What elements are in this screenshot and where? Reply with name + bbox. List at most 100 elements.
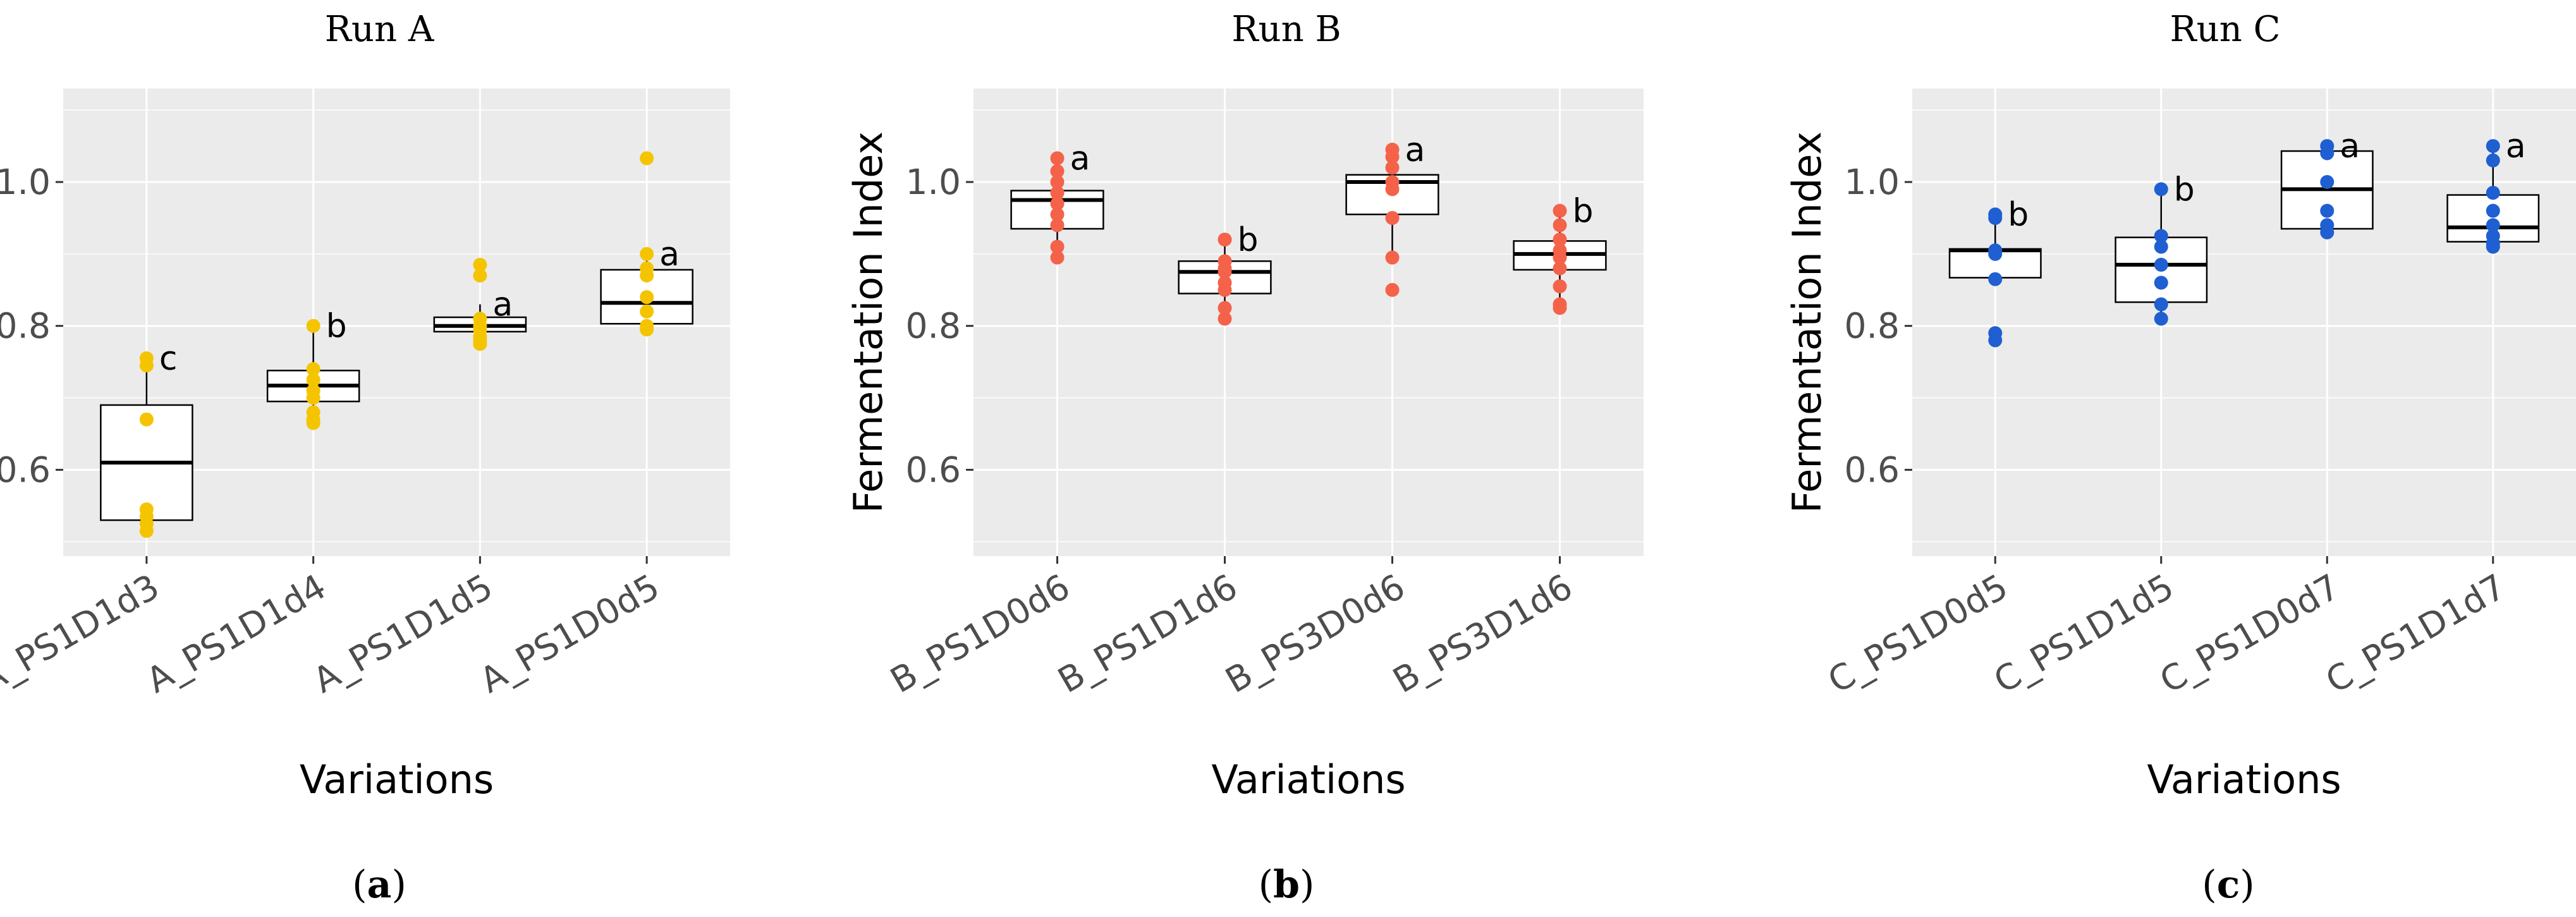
- significance-letter: a: [659, 236, 680, 274]
- x-tick-label: C_PS1D1d5: [1987, 566, 2180, 701]
- data-point: [2486, 218, 2500, 233]
- data-point: [2486, 240, 2500, 254]
- caption-paren-close: ): [2240, 863, 2254, 907]
- caption-paren-close: ): [391, 863, 406, 907]
- y-tick-label: 0.8: [906, 306, 961, 346]
- box-C_PS1D0d7: a: [2280, 128, 2374, 240]
- significance-letter: a: [1405, 131, 1425, 169]
- significance-letter: a: [2506, 128, 2526, 166]
- data-point: [1385, 182, 1400, 197]
- data-point: [1050, 207, 1065, 222]
- significance-letter: b: [326, 308, 347, 346]
- box-A_PS1D1d5: a: [433, 257, 527, 351]
- x-tick-label: A_PS1D1d5: [307, 566, 499, 701]
- data-point: [2154, 182, 2168, 197]
- data-point: [1385, 282, 1400, 297]
- data-point: [1050, 186, 1065, 200]
- data-point: [640, 322, 654, 337]
- data-point: [1385, 161, 1400, 175]
- data-point: [1050, 164, 1065, 178]
- data-point: [1050, 175, 1065, 189]
- x-axis-title: Variations: [1211, 756, 1405, 803]
- data-point: [473, 257, 487, 272]
- box-A_PS1D0d5: a: [600, 151, 693, 337]
- caption-paren-open: (: [1259, 863, 1273, 907]
- data-point: [2154, 312, 2168, 326]
- y-axis-title: Fermentation Index: [845, 131, 891, 513]
- y-tick-label: 0.6: [906, 449, 961, 490]
- data-point: [1218, 265, 1232, 279]
- data-point: [1218, 233, 1232, 247]
- data-point: [2320, 175, 2335, 189]
- data-point: [640, 151, 654, 166]
- data-point: [1988, 246, 2003, 261]
- data-point: [2486, 153, 2500, 167]
- significance-letter: b: [1238, 221, 1259, 259]
- data-point: [1553, 261, 1567, 276]
- significance-letter: b: [1573, 193, 1594, 231]
- data-point: [1218, 301, 1232, 315]
- chart-panel-c: Run C 0.6 0.8 1.0 Fermentation Index b b a a C_PS…: [1784, 9, 2576, 907]
- data-point: [2154, 276, 2168, 290]
- significance-letter: b: [2174, 171, 2195, 209]
- data-point: [1218, 282, 1232, 297]
- significance-letter: a: [2340, 128, 2360, 166]
- data-point: [640, 269, 654, 282]
- box-C_PS1D1d5: b: [2115, 171, 2208, 326]
- x-tick-label: B_PS1D1d6: [1051, 566, 1244, 701]
- x-tick-label: B_PS3D0d6: [1219, 566, 1412, 701]
- y-tick-label: 0.6: [1845, 449, 1900, 490]
- chart-title: Run C: [2170, 9, 2281, 50]
- x-tick-label: A_PS1D1d4: [140, 566, 333, 701]
- data-point: [1553, 250, 1567, 265]
- chart-title: Run B: [1231, 9, 1341, 50]
- data-point: [2486, 203, 2500, 218]
- data-point: [1553, 233, 1567, 247]
- data-point: [1385, 250, 1400, 265]
- data-point: [139, 412, 154, 427]
- chart-title: Run A: [325, 9, 434, 50]
- data-point: [1050, 218, 1065, 233]
- box-B_PS1D1d6: b: [1178, 221, 1272, 326]
- data-point: [306, 416, 320, 430]
- x-tick-label: C_PS1D0d5: [1821, 566, 2015, 701]
- data-point: [2154, 297, 2168, 312]
- data-point: [1385, 210, 1400, 225]
- x-axis-title: Variations: [2147, 756, 2341, 803]
- plot-background: [974, 88, 1644, 556]
- caption-paren-close: ): [1300, 863, 1314, 907]
- x-tick-label: A_PS1D0d5: [473, 566, 666, 701]
- caption-letter: a: [367, 863, 392, 907]
- data-point: [640, 304, 654, 319]
- box-C_PS1D1d7: a: [2446, 128, 2540, 254]
- box-B_PS3D1d6: b: [1513, 193, 1607, 315]
- data-point: [1050, 151, 1065, 166]
- box-A_PS1D1d3: c: [100, 340, 193, 538]
- data-point: [2154, 240, 2168, 254]
- data-point: [1218, 312, 1232, 326]
- x-tick-label: C_PS1D1d7: [2319, 566, 2512, 701]
- data-point: [2320, 203, 2335, 218]
- data-point: [1050, 240, 1065, 254]
- plot-background: [1912, 88, 2576, 556]
- data-point: [1553, 301, 1567, 315]
- data-point: [2154, 257, 2168, 272]
- data-point: [1988, 272, 2003, 286]
- data-point: [1385, 150, 1400, 164]
- significance-letter: b: [2008, 196, 2029, 234]
- y-tick-label: 0.8: [0, 306, 51, 346]
- y-tick-label: 1.0: [0, 162, 51, 202]
- data-point: [1988, 210, 2003, 225]
- box-B_PS1D0d6: a: [1010, 140, 1104, 265]
- x-tick-label: A_PS1D1d3: [0, 566, 166, 701]
- x-tick-label: C_PS1D0d7: [2153, 566, 2347, 701]
- chart-panel-b: Run B 0.6 0.8 1.0 Fermentation Index a b a b B_PS…: [845, 9, 1644, 907]
- data-point: [139, 358, 154, 373]
- data-point: [640, 246, 654, 261]
- y-axis-title: Fermentation Index: [1784, 131, 1830, 513]
- caption-paren-open: (: [2202, 863, 2216, 907]
- y-tick-label: 1.0: [906, 162, 961, 202]
- data-point: [2320, 225, 2335, 240]
- data-point: [1050, 250, 1065, 265]
